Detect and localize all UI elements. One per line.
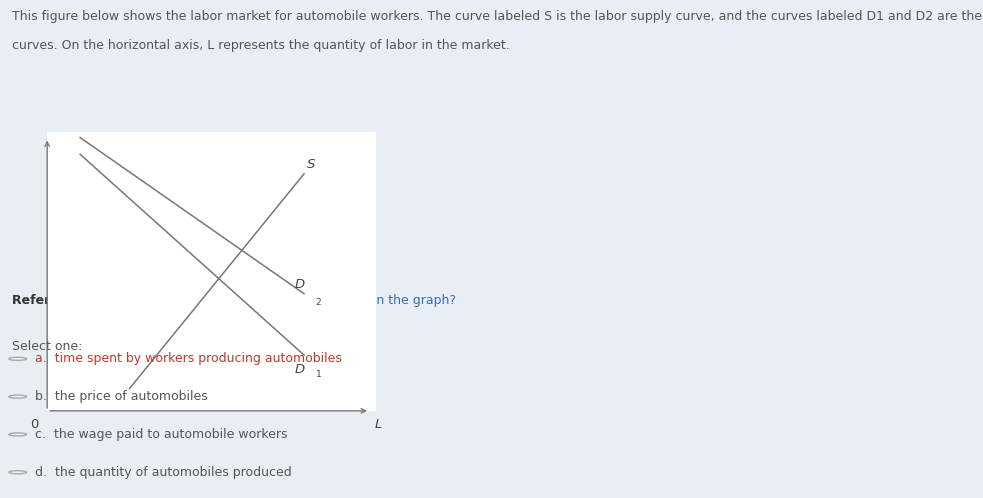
Text: D: D <box>294 364 305 376</box>
Text: S: S <box>308 158 316 171</box>
Text: a.  time spent by workers producing automobiles: a. time spent by workers producing autom… <box>35 352 342 366</box>
Text: curves. On the horizontal axis, L represents the quantity of labor in the market: curves. On the horizontal axis, L repres… <box>12 39 509 52</box>
Text: L: L <box>375 418 381 431</box>
Text: What is measured along the vertical axis on the graph?: What is measured along the vertical axis… <box>104 294 456 307</box>
Text: Select one:: Select one: <box>12 340 83 353</box>
Text: D: D <box>294 278 305 291</box>
Text: Refer to Figure above.: Refer to Figure above. <box>12 294 170 307</box>
Text: b.  the price of automobiles: b. the price of automobiles <box>35 390 208 403</box>
Text: 1: 1 <box>316 371 321 379</box>
Text: 2: 2 <box>316 298 321 307</box>
Text: 0: 0 <box>29 418 38 431</box>
Text: d.  the quantity of automobiles produced: d. the quantity of automobiles produced <box>35 466 292 479</box>
Text: This figure below shows the labor market for automobile workers. The curve label: This figure below shows the labor market… <box>12 10 983 23</box>
Text: c.  the wage paid to automobile workers: c. the wage paid to automobile workers <box>35 428 288 441</box>
